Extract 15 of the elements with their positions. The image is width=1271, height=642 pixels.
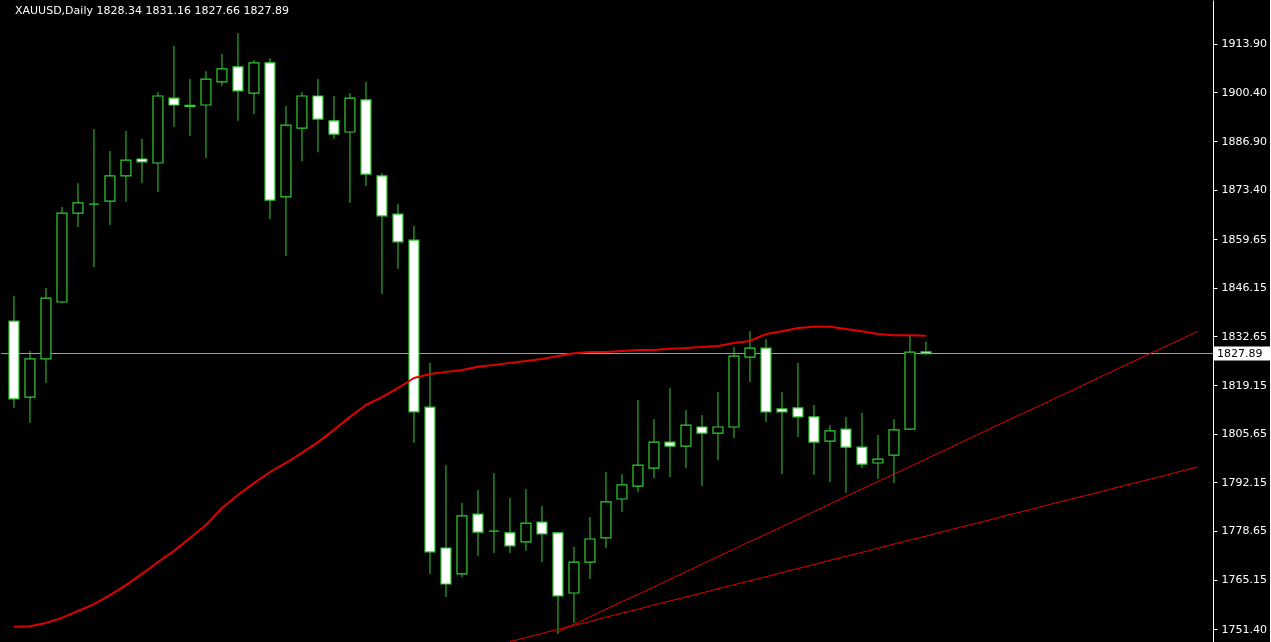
y-tick-label: 1900.40	[1221, 85, 1267, 99]
y-tick-label: 1778.65	[1221, 524, 1267, 538]
y-tick-label: 1805.65	[1221, 427, 1267, 441]
y-tick-label: 1792.15	[1221, 475, 1267, 489]
y-tick-label: 1819.15	[1221, 378, 1267, 392]
y-tick-label: 1846.15	[1221, 281, 1267, 295]
y-tick-label: 1832.65	[1221, 329, 1267, 343]
y-tick-label: 1859.65	[1221, 232, 1267, 246]
y-tick-label: 1765.15	[1221, 573, 1267, 587]
ref-line-label: 1827.89	[1217, 346, 1263, 360]
chart-title: XAUUSD,Daily 1828.34 1831.16 1827.66 1827.89	[15, 4, 289, 17]
y-tick-label: 1873.40	[1221, 183, 1267, 197]
y-tick-label: 1751.40	[1221, 622, 1267, 636]
y-tick-label: 1886.90	[1221, 134, 1267, 148]
y-tick-label: 1913.90	[1221, 37, 1267, 51]
